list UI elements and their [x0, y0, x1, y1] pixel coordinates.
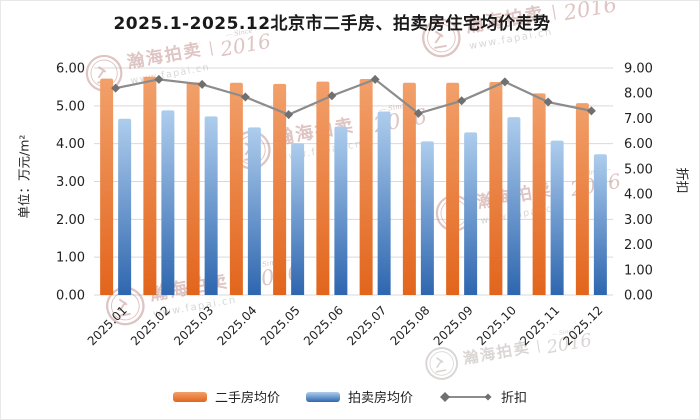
- legend-label: 二手房均价: [214, 391, 280, 406]
- left-axis-tick-label: 1.00: [56, 251, 85, 266]
- chart-title: 2025.1-2025.12北京市二手房、拍卖房住宅均价走势: [113, 14, 551, 34]
- left-axis-tick-label: 3.00: [56, 175, 85, 190]
- legend-item-discount: 折扣: [439, 387, 527, 406]
- x-axis-label: 2025.07: [344, 303, 389, 348]
- legend-swatch-orange-bar: [172, 391, 207, 402]
- line-marker-diamond: [586, 106, 596, 116]
- line-marker-diamond: [327, 91, 337, 101]
- bar: [291, 143, 305, 295]
- bar: [186, 82, 200, 295]
- legend-label: 拍卖房均价: [347, 391, 413, 406]
- right-axis-tick-label: 3.00: [624, 213, 653, 228]
- x-axis-label: 2025.05: [258, 303, 303, 348]
- left-axis-title: 单位：万元/m²: [16, 134, 32, 219]
- bar: [204, 116, 218, 295]
- right-axis-tick-label: 2.00: [624, 238, 653, 253]
- legend: 二手房均价 拍卖房均价 折扣: [1, 387, 699, 406]
- bar: [118, 118, 132, 295]
- left-axis-tick-label: 5.00: [56, 99, 85, 114]
- x-axis-label: 2025.01: [85, 303, 130, 348]
- bar: [575, 103, 589, 295]
- line-marker-diamond: [413, 108, 423, 118]
- left-axis-tick-label: 6.00: [56, 62, 85, 77]
- right-axis-tick-label: 4.00: [624, 188, 653, 203]
- x-axis-label: 2025.10: [474, 303, 519, 348]
- left-axis-ticks: 0.00 1.00 2.00 3.00 4.00 5.00 6.00: [56, 62, 85, 304]
- bar: [420, 141, 434, 295]
- left-axis-tick-label: 0.00: [56, 289, 85, 304]
- right-axis-ticks: 0.00 1.00 2.00 3.00 4.00 5.00 6.00 7.00 8.00 9.00: [624, 62, 653, 304]
- line-marker-diamond: [370, 74, 380, 84]
- bar: [532, 93, 546, 296]
- right-axis-tick-label: 8.00: [624, 87, 653, 102]
- right-axis-tick-label: 7.00: [624, 112, 653, 127]
- gridlines: [94, 67, 613, 296]
- line-marker-diamond: [154, 74, 164, 84]
- right-axis-tick-label: 0.00: [624, 289, 653, 304]
- x-axis-label: 2025.08: [388, 303, 433, 348]
- right-axis-tick-label: 6.00: [624, 137, 653, 152]
- bar: [316, 81, 330, 296]
- bar: [143, 76, 157, 296]
- line-marker-diamond: [500, 77, 510, 87]
- bar: [161, 110, 175, 295]
- bar: [247, 127, 261, 295]
- legend-item-auction-price: 拍卖房均价: [305, 387, 413, 406]
- legend-line-marker-icon: [440, 391, 492, 402]
- bar: [402, 82, 416, 295]
- discount-line: [115, 78, 592, 116]
- bar: [464, 132, 478, 295]
- legend-label: 折扣: [501, 391, 528, 406]
- left-axis-tick-label: 2.00: [56, 213, 85, 228]
- bar: [100, 78, 114, 296]
- bar: [377, 111, 391, 295]
- bar: [507, 117, 521, 295]
- bar: [446, 82, 460, 295]
- bar: [550, 140, 564, 295]
- x-axis-label: 2025.09: [431, 303, 476, 348]
- bar: [273, 83, 287, 295]
- line-marker-diamond: [457, 96, 467, 106]
- right-axis-title: 折扣: [673, 167, 689, 194]
- x-axis-label: 2025.06: [301, 303, 346, 348]
- left-axis-tick-label: 4.00: [56, 137, 85, 152]
- right-axis-tick-label: 5.00: [624, 162, 653, 177]
- line-marker-diamond: [240, 92, 250, 102]
- line-marker-diamond: [543, 97, 553, 107]
- legend-item-secondhand-price: 二手房均价: [172, 387, 280, 406]
- x-axis-label: 2025.04: [215, 303, 260, 348]
- line-marker-diamond: [284, 110, 294, 120]
- right-axis-tick-label: 1.00: [624, 263, 653, 278]
- legend-swatch-blue-bar: [305, 391, 340, 402]
- discount-line-series: [111, 74, 596, 120]
- bar: [229, 82, 243, 295]
- bar: [359, 78, 373, 295]
- right-axis-tick-label: 9.00: [624, 62, 653, 77]
- bar: [334, 126, 348, 296]
- bar: [593, 154, 607, 295]
- x-axis-label: 2025.03: [171, 303, 216, 348]
- x-axis-label: 2025.12: [561, 303, 606, 348]
- x-axis-labels: 2025.012025.022025.032025.042025.052025.…: [85, 303, 606, 348]
- bar: [489, 81, 503, 295]
- x-axis-label: 2025.02: [128, 303, 173, 348]
- x-axis-label: 2025.11: [517, 303, 562, 348]
- line-marker-diamond: [197, 79, 207, 89]
